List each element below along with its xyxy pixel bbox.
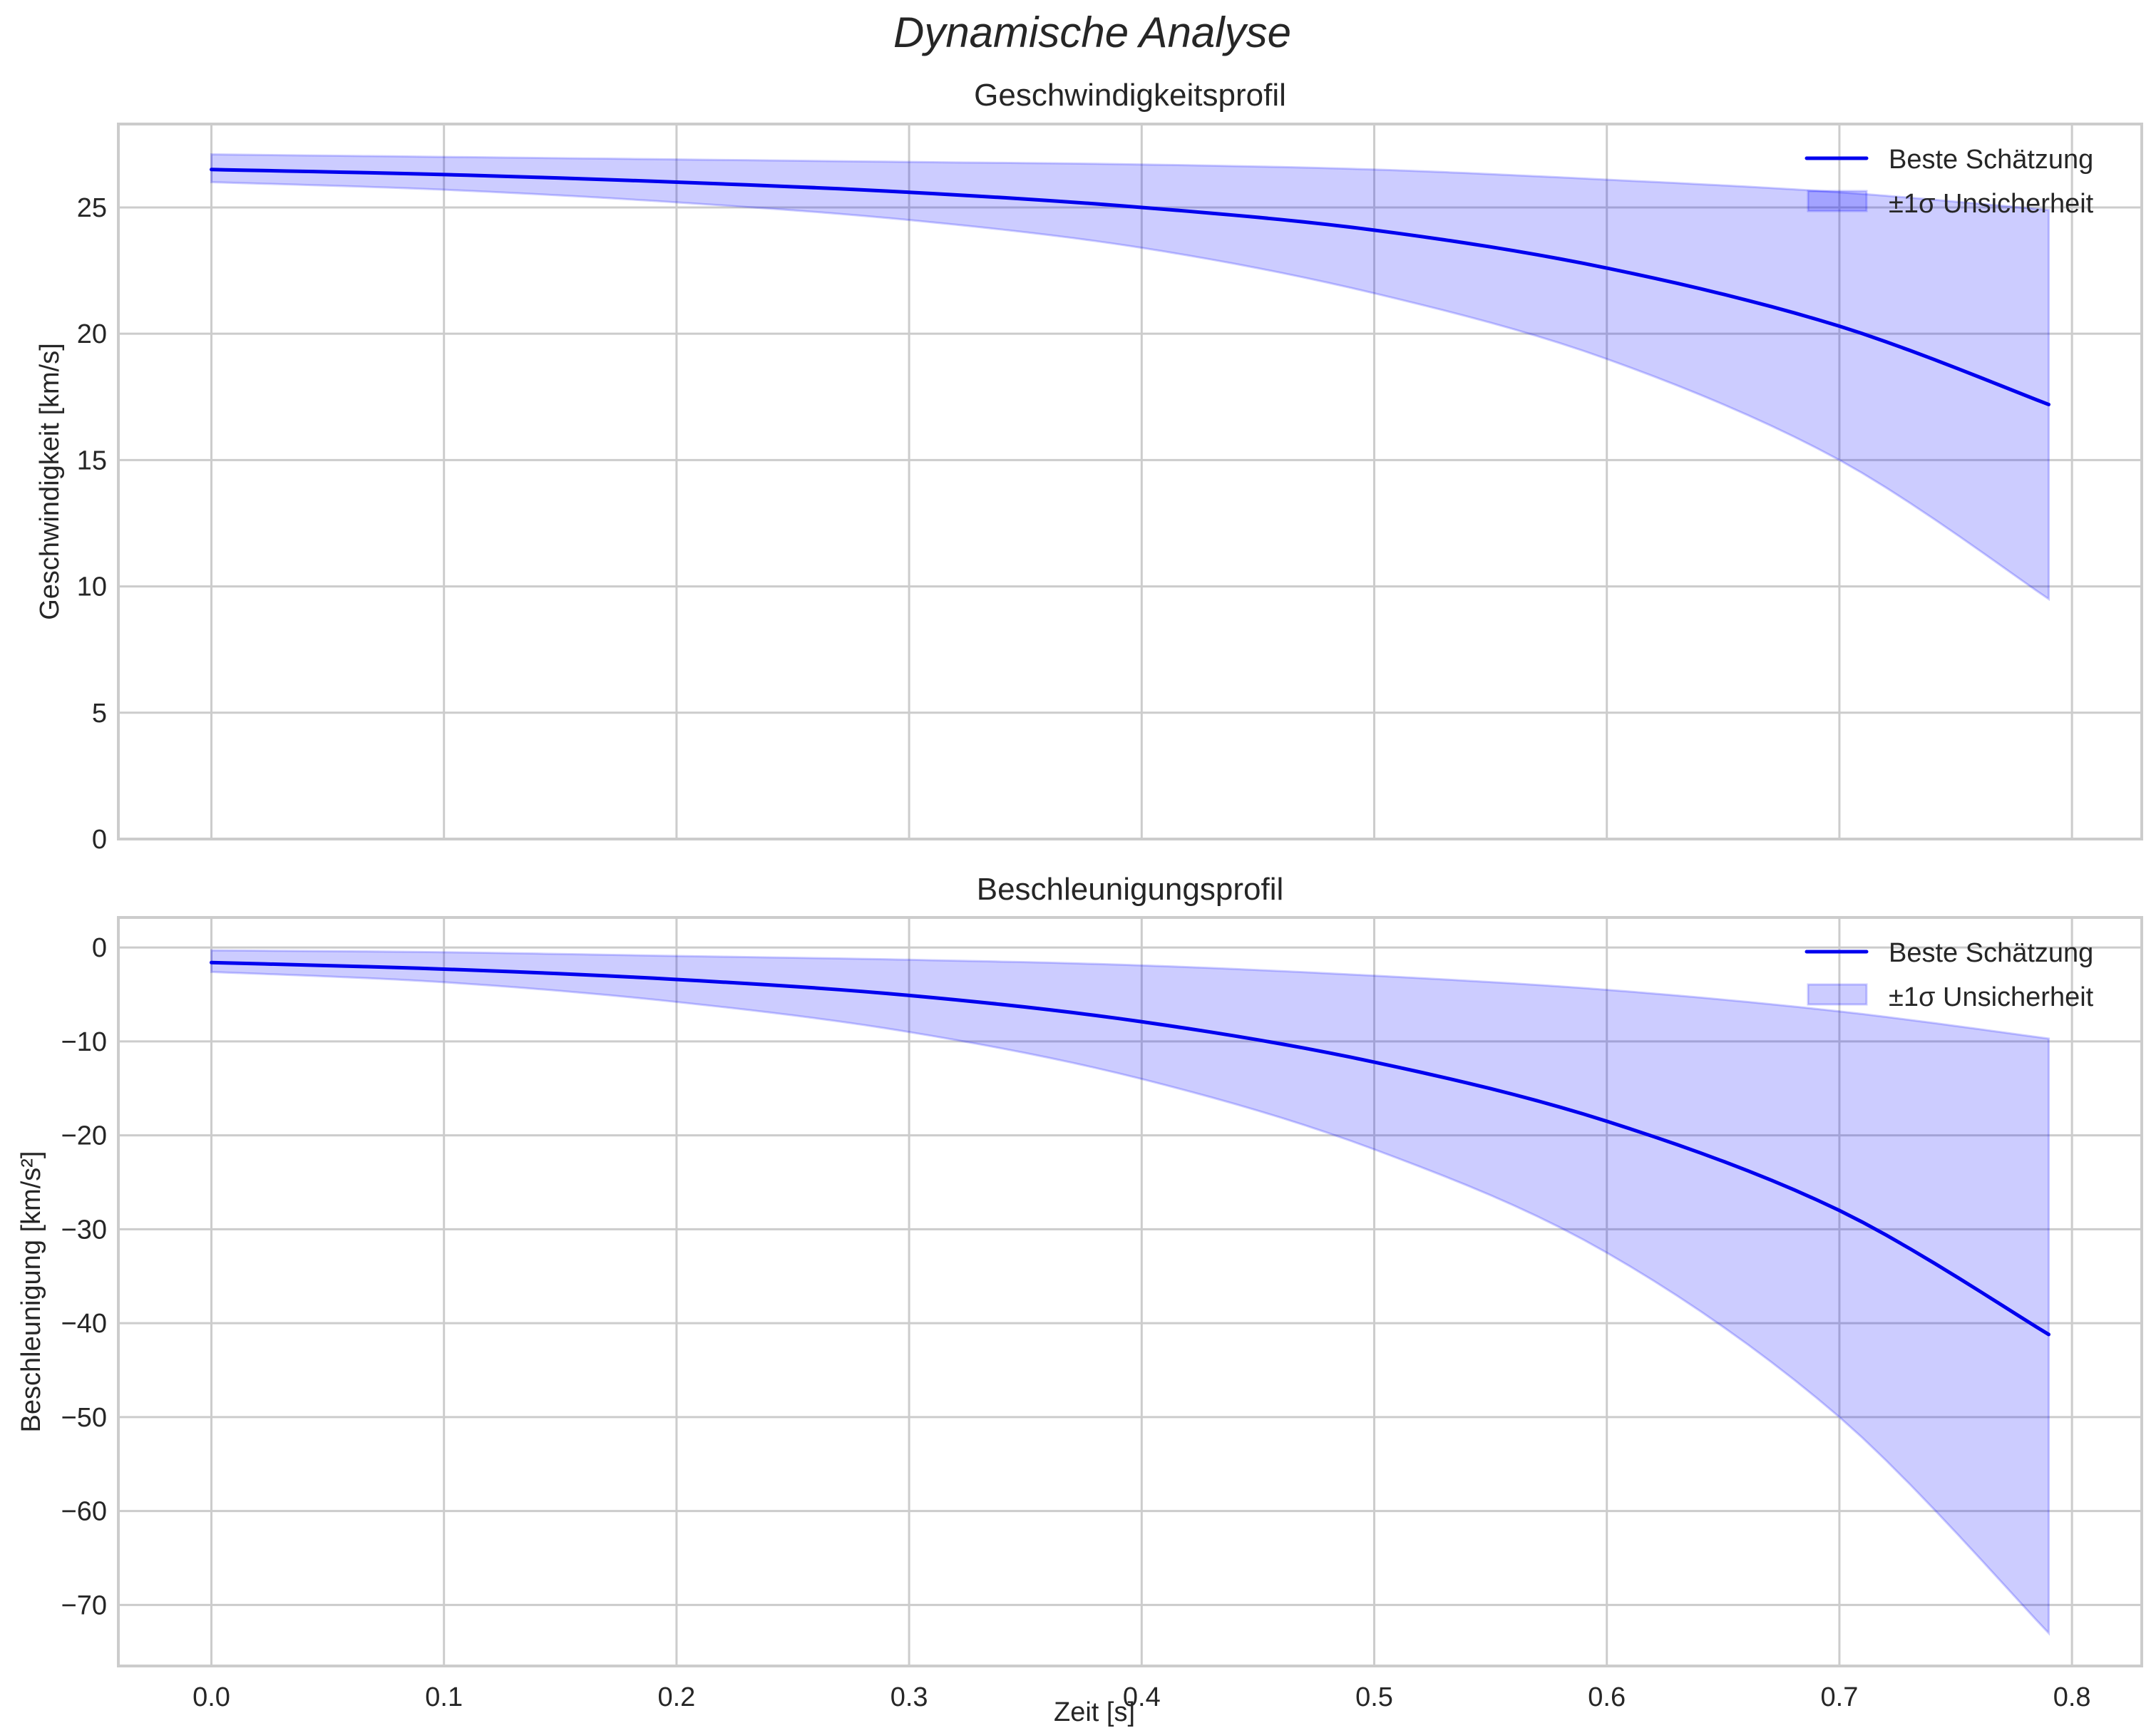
- legend: Beste Schätzung ±1σ Unsicherheit: [1805, 938, 2094, 1012]
- y-tick-label: −40: [61, 1309, 107, 1339]
- legend: Beste Schätzung ±1σ Unsicherheit: [1805, 145, 2094, 219]
- x-tick-label: 0.1: [425, 1682, 463, 1712]
- acceleration-subplot: 0.0 0.1 0.2 0.3 0.4 0.5 0.6 0.7 0.8 0 −10 −20 −30 −40…: [16, 872, 2143, 1727]
- axes-frame: [117, 123, 2143, 840]
- y-tick-label: 20: [77, 319, 107, 349]
- axes-frame: [117, 916, 2143, 1667]
- y-tick-label: 5: [92, 699, 107, 729]
- uncertainty-band: [210, 153, 2050, 602]
- legend-band-swatch: [1807, 190, 1868, 212]
- best-estimate-line: [209, 168, 2051, 406]
- velocity-subplot: 0 5 10 15 20 25 Geschwindigkeitsprofil Geschwin…: [35, 78, 2143, 855]
- y-tick-label: 15: [77, 446, 107, 475]
- legend-label-best: Beste Schätzung: [1889, 938, 2093, 968]
- y-tick-label: 10: [77, 572, 107, 602]
- legend-label-uncertainty: ±1σ Unsicherheit: [1889, 982, 2094, 1012]
- y-tick-label: 25: [77, 193, 107, 223]
- subplot-title: Geschwindigkeitsprofil: [974, 78, 1286, 113]
- x-tick-label: 0.8: [2053, 1682, 2091, 1712]
- best-estimate-line: [209, 960, 2051, 1337]
- legend-band-swatch: [1807, 983, 1868, 1006]
- y-tick-label: 0: [92, 933, 107, 963]
- y-axis-label: Beschleunigung [km/s²]: [16, 1151, 46, 1433]
- x-tick-label: 0.5: [1355, 1682, 1393, 1712]
- x-axis-label: Zeit [s]: [1054, 1697, 1135, 1727]
- y-tick-label: −70: [61, 1590, 107, 1620]
- x-tick-label: 0.0: [192, 1682, 230, 1712]
- y-tick-label: −30: [61, 1215, 107, 1245]
- x-tick-label: 0.4: [1123, 1682, 1161, 1712]
- y-tick-label: −10: [61, 1027, 107, 1057]
- y-tick-label: −20: [61, 1121, 107, 1151]
- x-tick-label: 0.2: [657, 1682, 695, 1712]
- x-tick-label: 0.7: [1821, 1682, 1859, 1712]
- uncertainty-band: [210, 949, 2050, 1636]
- y-tick-label: −50: [61, 1403, 107, 1433]
- y-axis-label: Geschwindigkeit [km/s]: [35, 343, 65, 620]
- y-tick-label: −60: [61, 1497, 107, 1527]
- subplot-title: Beschleunigungsprofil: [977, 872, 1284, 907]
- legend-label-uncertainty: ±1σ Unsicherheit: [1889, 189, 2094, 219]
- x-tick-label: 0.6: [1588, 1682, 1626, 1712]
- figure-suptitle: Dynamische Analyse: [893, 9, 1291, 56]
- x-tick-label: 0.3: [890, 1682, 928, 1712]
- legend-label-best: Beste Schätzung: [1889, 145, 2093, 175]
- y-tick-label: 0: [92, 825, 107, 855]
